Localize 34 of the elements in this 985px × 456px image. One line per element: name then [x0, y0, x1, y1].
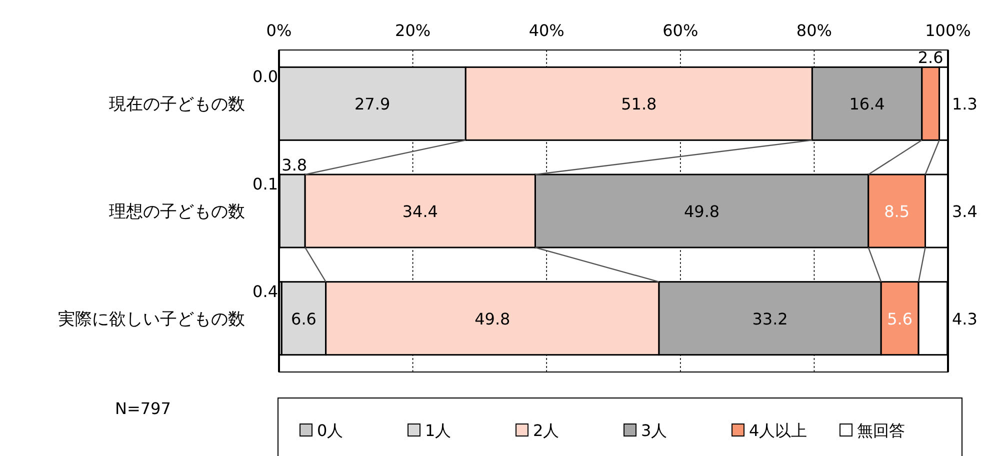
data-label: 2.6	[918, 48, 944, 68]
data-label: 49.8	[474, 309, 510, 328]
legend-label: 無回答	[857, 421, 905, 440]
x-tick-label: 100%	[925, 21, 971, 40]
x-tick-label: 20%	[395, 21, 431, 40]
data-label: 4.3	[952, 309, 978, 328]
x-tick-label: 40%	[528, 21, 564, 40]
y-tick-label: 現在の子どもの数	[109, 94, 245, 115]
text: N=797	[115, 399, 171, 418]
legend-label: 3人	[641, 421, 668, 440]
data-label: 6.6	[291, 309, 316, 328]
data-label: 8.5	[884, 202, 910, 221]
legend-label: 1人	[425, 421, 452, 440]
data-label: 3.8	[282, 156, 308, 175]
y-tick-label: 理想の子どもの数	[109, 202, 245, 222]
x-tick-label: 0%	[266, 21, 292, 40]
x-tick-label: 60%	[662, 21, 698, 40]
data-label: 16.4	[849, 94, 885, 114]
data-label: 51.8	[621, 94, 657, 114]
data-label: 49.8	[684, 202, 720, 221]
data-label: 34.4	[402, 202, 438, 221]
legend-label: 0人	[317, 421, 344, 440]
y-tick-label: 実際に欲しい子どもの数	[58, 309, 245, 330]
data-label: 33.2	[752, 309, 788, 328]
legend-label: 4人以上	[749, 421, 808, 440]
data-label: 0.0	[252, 67, 278, 86]
data-label: 0.4	[252, 282, 278, 301]
data-label: 3.4	[952, 202, 978, 221]
legend-label: 2人	[533, 421, 560, 440]
data-label: 1.3	[952, 94, 978, 114]
data-label: 27.9	[354, 94, 390, 114]
x-tick-label: 80%	[796, 21, 832, 40]
data-label: 5.6	[887, 309, 913, 328]
data-label: 0.1	[252, 174, 278, 194]
